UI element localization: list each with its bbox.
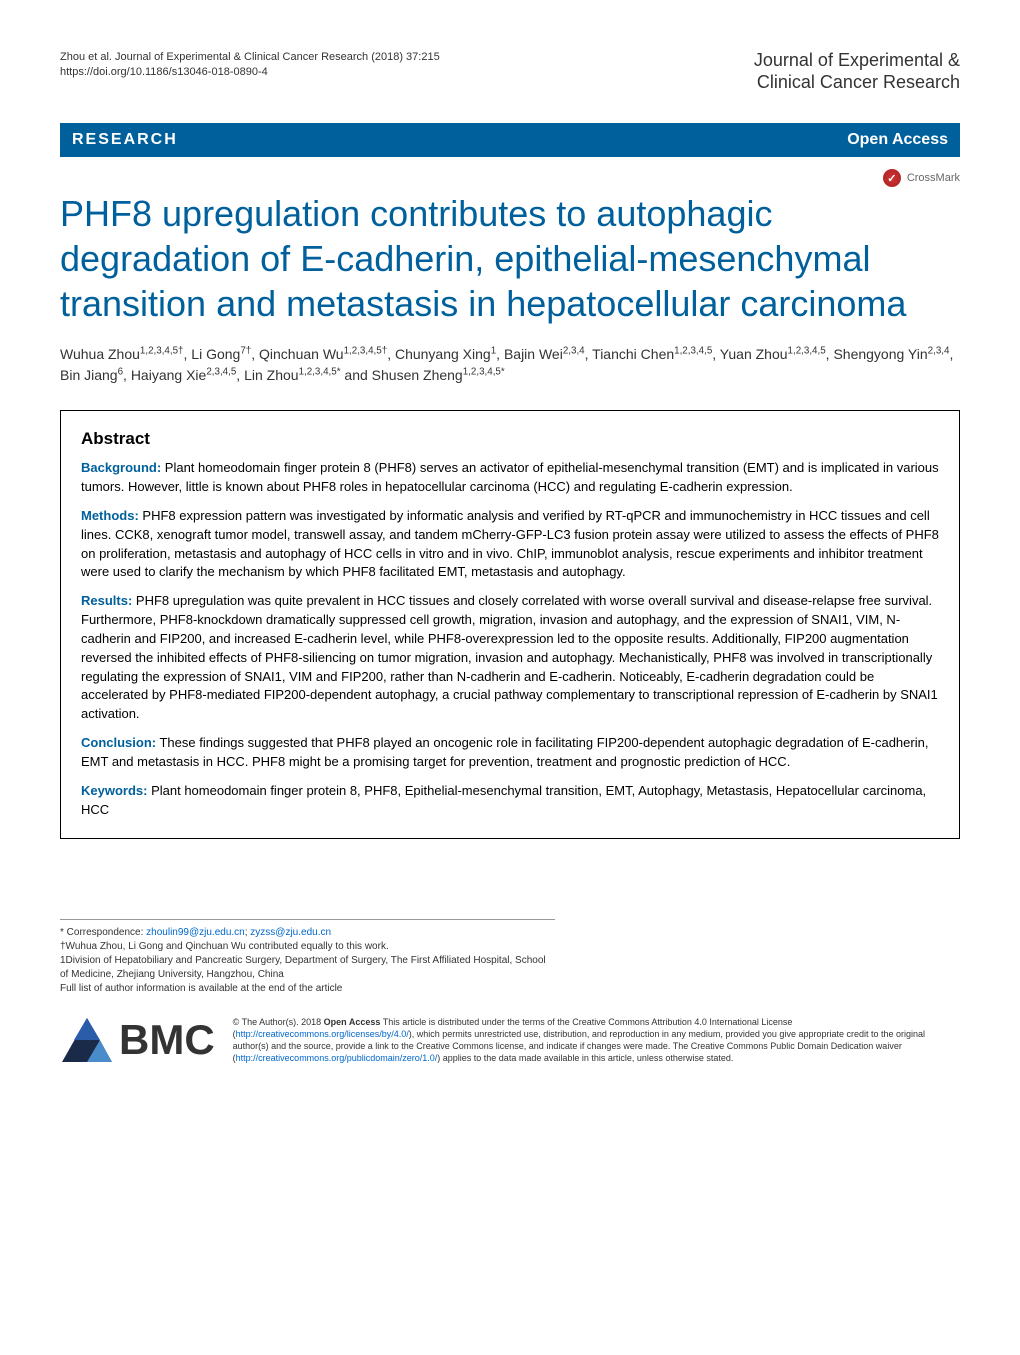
affiliation-1: 1Division of Hepatobiliary and Pancreati… <box>60 954 555 982</box>
keywords-label: Keywords: <box>81 783 147 798</box>
journal-name: Journal of Experimental & Clinical Cance… <box>754 50 960 93</box>
article-title: PHF8 upregulation contributes to autopha… <box>60 191 960 326</box>
license-open-access: Open Access <box>324 1017 381 1027</box>
bmc-logo-icon <box>60 1016 115 1064</box>
correspondence-line: * Correspondence: zhoulin99@zju.edu.cn; … <box>60 926 555 940</box>
background-text: Plant homeodomain finger protein 8 (PHF8… <box>81 460 939 494</box>
abstract-keywords: Keywords: Plant homeodomain finger prote… <box>81 782 939 820</box>
citation-block: Zhou et al. Journal of Experimental & Cl… <box>60 50 440 81</box>
abstract-conclusion: Conclusion: These findings suggested tha… <box>81 734 939 772</box>
results-label: Results: <box>81 593 132 608</box>
citation-line1: Zhou et al. Journal of Experimental & Cl… <box>60 50 440 65</box>
authors-list: Wuhua Zhou1,2,3,4,5†, Li Gong7†, Qinchua… <box>60 344 960 386</box>
correspondence-label: * Correspondence: <box>60 927 146 938</box>
conclusion-label: Conclusion: <box>81 735 156 750</box>
correspondence-email2[interactable]: zyzss@zju.edu.cn <box>250 927 331 938</box>
bmc-text: BMC <box>119 1016 215 1064</box>
research-bar: RESEARCH Open Access <box>60 123 960 157</box>
results-text: PHF8 upregulation was quite prevalent in… <box>81 593 938 721</box>
crossmark-label: CrossMark <box>907 172 960 184</box>
license-row: BMC © The Author(s). 2018 Open Access Th… <box>60 1016 960 1065</box>
abstract-box: Abstract Background: Plant homeodomain f… <box>60 410 960 838</box>
license-body3: ) applies to the data made available in … <box>437 1053 733 1063</box>
abstract-heading: Abstract <box>81 429 939 449</box>
background-label: Background: <box>81 460 161 475</box>
research-label: RESEARCH <box>72 131 178 149</box>
keywords-text: Plant homeodomain finger protein 8, PHF8… <box>81 783 926 817</box>
abstract-methods: Methods: PHF8 expression pattern was inv… <box>81 507 939 582</box>
methods-label: Methods: <box>81 508 139 523</box>
citation-doi: https://doi.org/10.1186/s13046-018-0890-… <box>60 65 440 80</box>
crossmark-icon: ✓ <box>883 169 901 187</box>
license-link2[interactable]: http://creativecommons.org/publicdomain/… <box>236 1053 438 1063</box>
equal-contribution: †Wuhua Zhou, Li Gong and Qinchuan Wu con… <box>60 940 555 954</box>
license-prefix: © The Author(s). 2018 <box>233 1017 324 1027</box>
full-author-list: Full list of author information is avail… <box>60 982 555 996</box>
methods-text: PHF8 expression pattern was investigated… <box>81 508 939 580</box>
license-text: © The Author(s). 2018 Open Access This a… <box>233 1016 960 1065</box>
crossmark-row: ✓ CrossMark <box>60 169 960 187</box>
bmc-logo: BMC <box>60 1016 215 1064</box>
journal-line2: Clinical Cancer Research <box>754 72 960 94</box>
journal-line1: Journal of Experimental & <box>754 50 960 72</box>
abstract-results: Results: PHF8 upregulation was quite pre… <box>81 592 939 724</box>
license-link1[interactable]: http://creativecommons.org/licenses/by/4… <box>236 1029 409 1039</box>
correspondence-footer: * Correspondence: zhoulin99@zju.edu.cn; … <box>60 919 555 996</box>
abstract-background: Background: Plant homeodomain finger pro… <box>81 459 939 497</box>
correspondence-email1[interactable]: zhoulin99@zju.edu.cn <box>146 927 245 938</box>
open-access-label: Open Access <box>847 131 948 149</box>
conclusion-text: These findings suggested that PHF8 playe… <box>81 735 928 769</box>
page-header: Zhou et al. Journal of Experimental & Cl… <box>60 50 960 93</box>
crossmark-badge[interactable]: ✓ CrossMark <box>883 169 960 187</box>
